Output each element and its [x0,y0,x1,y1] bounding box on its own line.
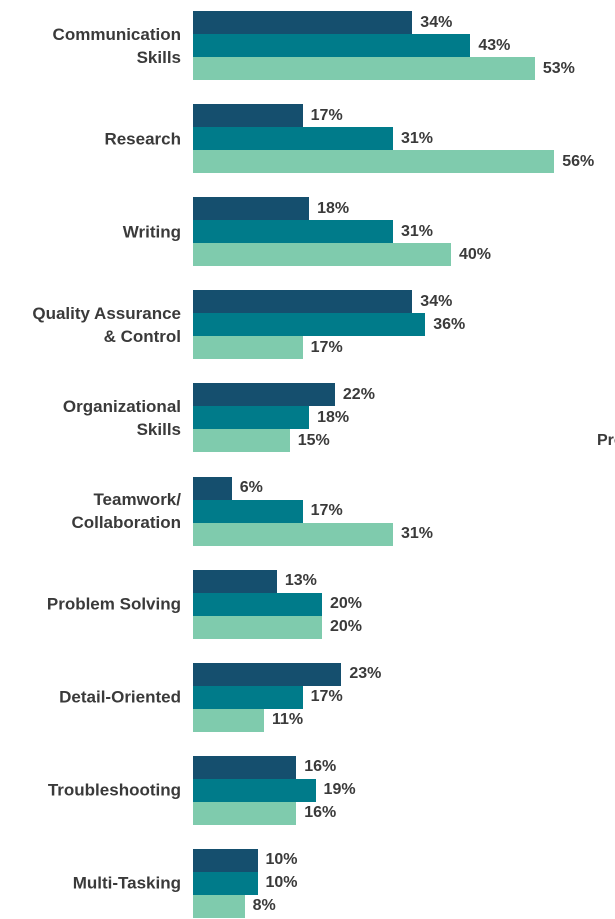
bar [193,34,471,57]
bar [193,708,264,732]
value-label: 17% [310,106,343,124]
bar [193,220,393,244]
category-label: Organizational Skills [62,396,181,439]
bar [193,406,310,430]
value-label: 34% [420,13,453,31]
bar [193,429,290,453]
value-label: 34% [420,292,453,310]
value-label: 43% [478,36,511,54]
value-label: 17% [310,338,343,356]
value-label: 53% [542,59,575,77]
value-label: 56% [562,152,595,170]
bar [193,104,303,128]
value-label: 40% [459,245,492,263]
value-label: 20% [330,618,363,636]
bar [193,290,413,314]
value-label: 22% [342,385,375,403]
category-label: Teamwork/ Collaboration [71,490,181,532]
value-label: 31% [400,129,433,147]
bar [193,336,303,360]
bar [193,476,232,500]
bar [193,569,277,593]
value-label: 10% [265,851,298,869]
value-label: 10% [265,874,298,892]
value-label: 36% [433,315,466,333]
bar [193,755,297,779]
bar [193,522,393,546]
bar [193,243,451,267]
category-label: Communication Skills [52,24,181,67]
bar [193,801,297,825]
value-label: 16% [304,804,337,822]
category-label: Troubleshooting [47,780,181,800]
value-label: 19% [323,781,356,799]
category-label: Research [104,129,181,149]
value-label: 16% [304,758,337,776]
category-label: Problem Solving [46,594,181,614]
category-label: Writing [122,222,181,242]
annotation: Pro [597,432,615,449]
bar [193,871,258,895]
category-label: Detail-Oriented [59,687,181,707]
value-label: 17% [310,502,343,519]
value-label: 18% [317,199,350,217]
bar [193,662,342,686]
value-label: 23% [349,665,382,683]
value-label: 20% [330,595,363,613]
bar [193,150,555,174]
bar [193,685,303,709]
bar [193,57,535,80]
value-label: 11% [271,711,304,729]
bar [193,615,322,639]
bar [193,197,310,221]
value-label: 31% [400,222,433,240]
category-label: Multi-Tasking [72,873,181,893]
bar [193,592,322,616]
value-label: 13% [284,572,317,590]
value-label: 18% [317,408,350,426]
bar [193,11,413,34]
bar [193,127,393,151]
bar [193,313,426,337]
category-label: Quality Assurance & Control [32,303,181,346]
value-label: 31% [400,525,433,542]
bar [193,848,258,872]
bar [193,778,316,802]
bar [193,894,245,918]
value-label: 15% [297,431,330,449]
value-label: 8% [252,897,276,915]
value-label: 6% [239,479,263,496]
bar [193,383,335,407]
bar [193,499,303,523]
value-label: 17% [310,688,343,706]
